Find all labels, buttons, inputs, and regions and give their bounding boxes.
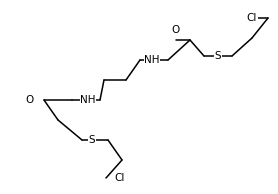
Text: Cl: Cl [115, 173, 125, 183]
Text: O: O [26, 95, 34, 105]
Text: S: S [215, 51, 221, 61]
Text: Cl: Cl [247, 13, 257, 23]
Text: NH: NH [144, 55, 160, 65]
Text: O: O [172, 25, 180, 35]
Text: NH: NH [80, 95, 96, 105]
Text: S: S [89, 135, 95, 145]
